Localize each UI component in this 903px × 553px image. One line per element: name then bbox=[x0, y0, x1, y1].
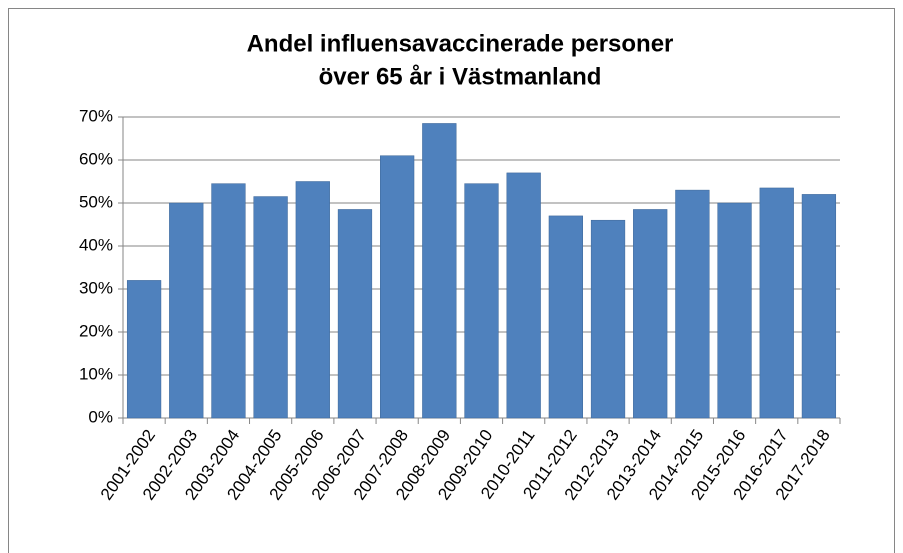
bar bbox=[675, 189, 710, 419]
y-tick-label: 30% bbox=[79, 278, 113, 297]
chart-title: Andel influensavaccinerade personer bbox=[247, 30, 674, 57]
bar bbox=[717, 202, 752, 419]
bar bbox=[337, 209, 373, 419]
y-tick-label: 0% bbox=[88, 407, 113, 426]
y-tick-label: 10% bbox=[79, 364, 113, 383]
bar bbox=[295, 181, 330, 419]
bar bbox=[253, 196, 288, 419]
y-tick-label: 60% bbox=[79, 149, 113, 168]
bar bbox=[506, 172, 541, 419]
bar bbox=[759, 187, 794, 419]
y-tick-label: 50% bbox=[79, 192, 113, 211]
bar bbox=[548, 215, 583, 419]
bar bbox=[169, 202, 204, 419]
bar bbox=[380, 155, 415, 419]
bar bbox=[464, 183, 499, 419]
y-tick-label: 20% bbox=[79, 321, 113, 340]
bar bbox=[422, 123, 457, 419]
y-tick-label: 40% bbox=[79, 235, 113, 254]
bar bbox=[211, 183, 246, 419]
bar bbox=[590, 219, 626, 419]
bar bbox=[633, 209, 668, 419]
y-tick-label: 70% bbox=[79, 106, 113, 125]
chart-title: över 65 år i Västmanland bbox=[319, 63, 602, 90]
bar bbox=[126, 280, 162, 419]
bar bbox=[801, 194, 837, 419]
